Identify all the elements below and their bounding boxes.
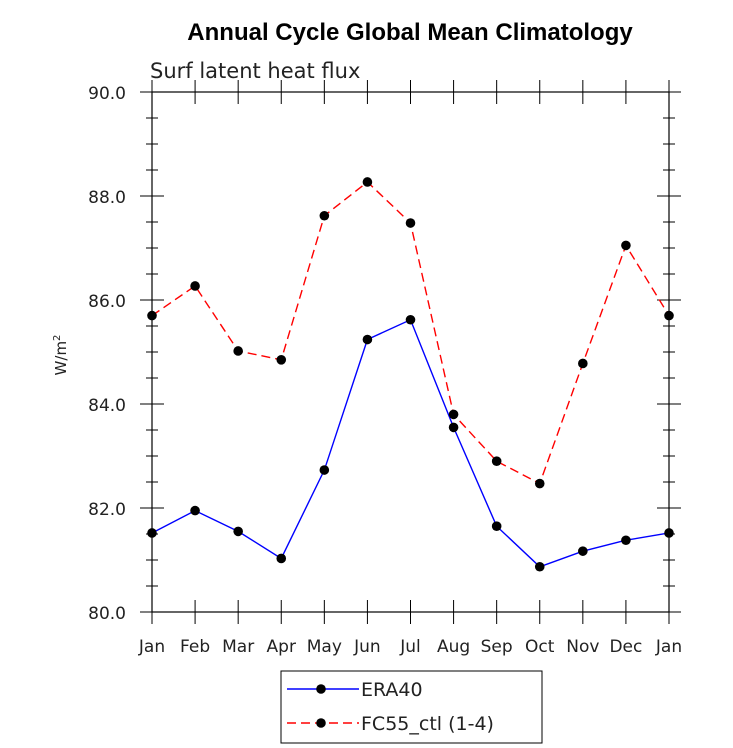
data-point bbox=[491, 456, 502, 467]
data-point bbox=[491, 521, 502, 531]
data-point bbox=[190, 505, 200, 516]
y-axis-label: W/m2 bbox=[52, 335, 70, 376]
y-tick-label: 84.0 bbox=[88, 396, 126, 416]
legend-marker bbox=[316, 718, 326, 728]
series-fc55-ctl bbox=[147, 177, 674, 489]
data-point bbox=[534, 478, 545, 489]
data-point bbox=[233, 526, 243, 537]
data-point bbox=[621, 535, 631, 546]
plot-border bbox=[151, 91, 670, 613]
data-point bbox=[664, 528, 674, 538]
series-layer bbox=[147, 177, 674, 572]
legend-label: ERA40 bbox=[361, 679, 423, 701]
x-tick-label: Jun bbox=[353, 637, 381, 657]
x-tick-label: Mar bbox=[222, 637, 254, 657]
x-tick-label: Aug bbox=[437, 637, 470, 657]
data-point bbox=[578, 358, 588, 369]
x-tick-label: Dec bbox=[609, 637, 642, 657]
data-point bbox=[362, 334, 373, 345]
data-point bbox=[405, 314, 416, 325]
data-point bbox=[534, 561, 545, 572]
data-point bbox=[578, 546, 588, 556]
y-tick-label: 80.0 bbox=[88, 604, 126, 624]
y-tick-label: 90.0 bbox=[88, 84, 126, 104]
data-point bbox=[233, 346, 243, 356]
x-axis: Jan Feb Mar Apr May Jun Jul Aug Sep Oct Nov Dec Jan bbox=[138, 80, 682, 657]
data-point bbox=[448, 409, 459, 420]
data-point bbox=[448, 422, 459, 433]
chart-title: Annual Cycle Global Mean Climatology bbox=[187, 19, 633, 46]
plot-frame bbox=[151, 91, 670, 613]
data-point bbox=[664, 310, 674, 321]
series-line bbox=[151, 318, 670, 568]
data-point bbox=[621, 240, 631, 251]
data-point bbox=[147, 528, 157, 538]
x-tick-label: Jan bbox=[138, 637, 165, 657]
y-axis-label-base: W/m bbox=[52, 341, 70, 376]
x-tick-label: Nov bbox=[566, 637, 599, 657]
y-tick-label: 88.0 bbox=[88, 188, 126, 208]
chart-subtitle: Surf latent heat flux bbox=[150, 59, 360, 83]
data-point bbox=[319, 210, 330, 221]
x-tick-label: Apr bbox=[267, 637, 296, 657]
y-tick-label: 86.0 bbox=[88, 292, 126, 312]
data-point bbox=[362, 177, 373, 187]
x-tick-label: Feb bbox=[180, 637, 210, 657]
data-point bbox=[147, 310, 157, 321]
data-point bbox=[319, 465, 330, 475]
series-era40 bbox=[147, 314, 674, 572]
x-tick-label: Sep bbox=[481, 637, 513, 657]
x-tick-label: Oct bbox=[525, 637, 555, 657]
data-point bbox=[276, 355, 287, 365]
y-tick-label: 82.0 bbox=[88, 500, 126, 520]
legend: ERA40 FC55_ctl (1-4) bbox=[280, 670, 543, 744]
legend-marker bbox=[316, 684, 326, 694]
legend-label: FC55_ctl (1-4) bbox=[361, 713, 494, 735]
x-tick-label: May bbox=[307, 637, 342, 657]
data-point bbox=[405, 218, 416, 228]
x-tick-label: Jul bbox=[399, 637, 421, 657]
legend-box bbox=[280, 670, 543, 744]
y-axis-label-superscript: 2 bbox=[52, 335, 63, 341]
data-point bbox=[190, 281, 200, 291]
x-tick-label: Jan bbox=[655, 637, 682, 657]
data-point bbox=[276, 553, 287, 564]
y-axis: 80.0 82.0 84.0 86.0 88.0 90.0 bbox=[88, 84, 681, 624]
